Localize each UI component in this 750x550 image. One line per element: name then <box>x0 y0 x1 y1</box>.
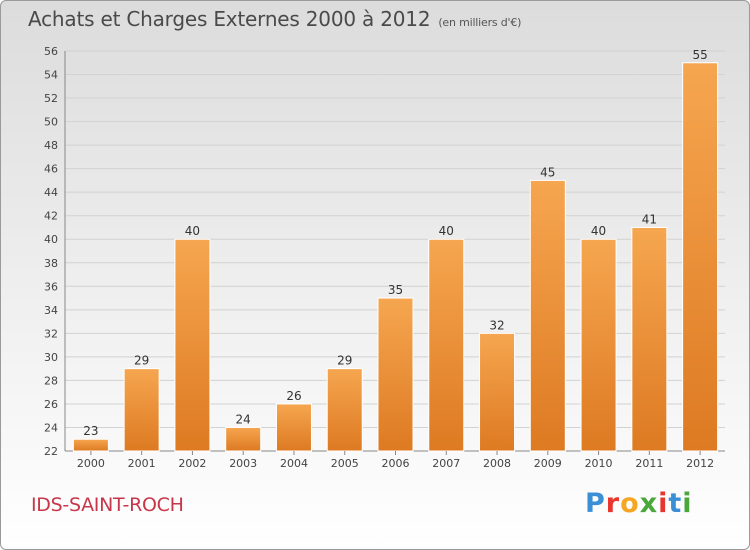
y-tick-label: 56 <box>44 45 58 58</box>
bar <box>631 226 668 452</box>
y-tick-label: 28 <box>44 374 58 387</box>
bar <box>72 438 109 452</box>
y-tick-label: 54 <box>44 69 58 82</box>
x-tick-label: 2007 <box>432 457 460 470</box>
y-tick-label: 34 <box>44 304 58 317</box>
x-tick-label: 2000 <box>77 457 105 470</box>
data-label: 40 <box>185 224 200 238</box>
logo-letter: t <box>668 488 683 519</box>
x-tick-label: 2009 <box>534 457 562 470</box>
y-tick-label: 30 <box>44 351 58 364</box>
y-tick-label: 38 <box>44 257 58 270</box>
y-tick-label: 52 <box>44 92 58 105</box>
x-tick-label: 2005 <box>331 457 359 470</box>
data-label: 29 <box>337 354 352 368</box>
x-tick-label: 2011 <box>635 457 663 470</box>
x-tick-label: 2012 <box>686 457 714 470</box>
y-tick-label: 32 <box>44 327 58 340</box>
bar <box>428 238 465 452</box>
data-label: 35 <box>388 283 403 297</box>
data-label: 40 <box>439 224 454 238</box>
x-tick-label: 2004 <box>280 457 308 470</box>
y-tick-label: 40 <box>44 233 58 246</box>
logo-letter: i <box>658 488 669 519</box>
logo-letter: i <box>682 488 693 519</box>
logo-letter: x <box>639 488 659 519</box>
x-tick-label: 2006 <box>382 457 410 470</box>
city-name: IDS-SAINT-ROCH <box>31 494 184 516</box>
x-tick-label: 2001 <box>128 457 156 470</box>
x-tick-label: 2008 <box>483 457 511 470</box>
y-tick-label: 22 <box>44 445 58 458</box>
y-tick-label: 48 <box>44 139 58 152</box>
y-tick-label: 44 <box>44 186 58 199</box>
bar <box>377 297 414 452</box>
bar <box>123 368 160 452</box>
data-label: 55 <box>692 48 707 62</box>
x-tick-label: 2003 <box>229 457 257 470</box>
unit-label: (en milliers d'€) <box>438 16 522 29</box>
data-label: 24 <box>236 412 251 426</box>
data-label: 41 <box>642 212 657 226</box>
bar <box>174 238 211 452</box>
y-tick-label: 50 <box>44 116 58 129</box>
bar <box>275 403 312 452</box>
y-tick-label: 26 <box>44 398 58 411</box>
data-label: 26 <box>286 389 301 403</box>
bar <box>479 332 516 452</box>
bar <box>529 179 566 452</box>
bar <box>326 368 363 452</box>
title-text: Achats et Charges Externes 2000 à 2012 <box>28 7 431 31</box>
logo-letter: P <box>585 488 606 519</box>
y-tick-label: 24 <box>44 421 58 434</box>
data-label: 32 <box>489 318 504 332</box>
x-tick-label: 2010 <box>585 457 613 470</box>
y-tick-label: 46 <box>44 163 58 176</box>
bar <box>225 426 262 452</box>
data-label: 23 <box>83 424 98 438</box>
chart-title: Achats et Charges Externes 2000 à 2012 (e… <box>28 7 521 31</box>
proxiti-logo: Proxiti <box>585 488 693 519</box>
data-label: 29 <box>134 354 149 368</box>
y-tick-label: 36 <box>44 280 58 293</box>
bar <box>580 238 617 452</box>
logo-letter: r <box>605 488 621 519</box>
y-tick-label: 42 <box>44 210 58 223</box>
bar <box>682 62 719 452</box>
logo-letter: o <box>620 488 640 519</box>
x-tick-label: 2002 <box>178 457 206 470</box>
data-label: 45 <box>540 165 555 179</box>
data-label: 40 <box>591 224 606 238</box>
